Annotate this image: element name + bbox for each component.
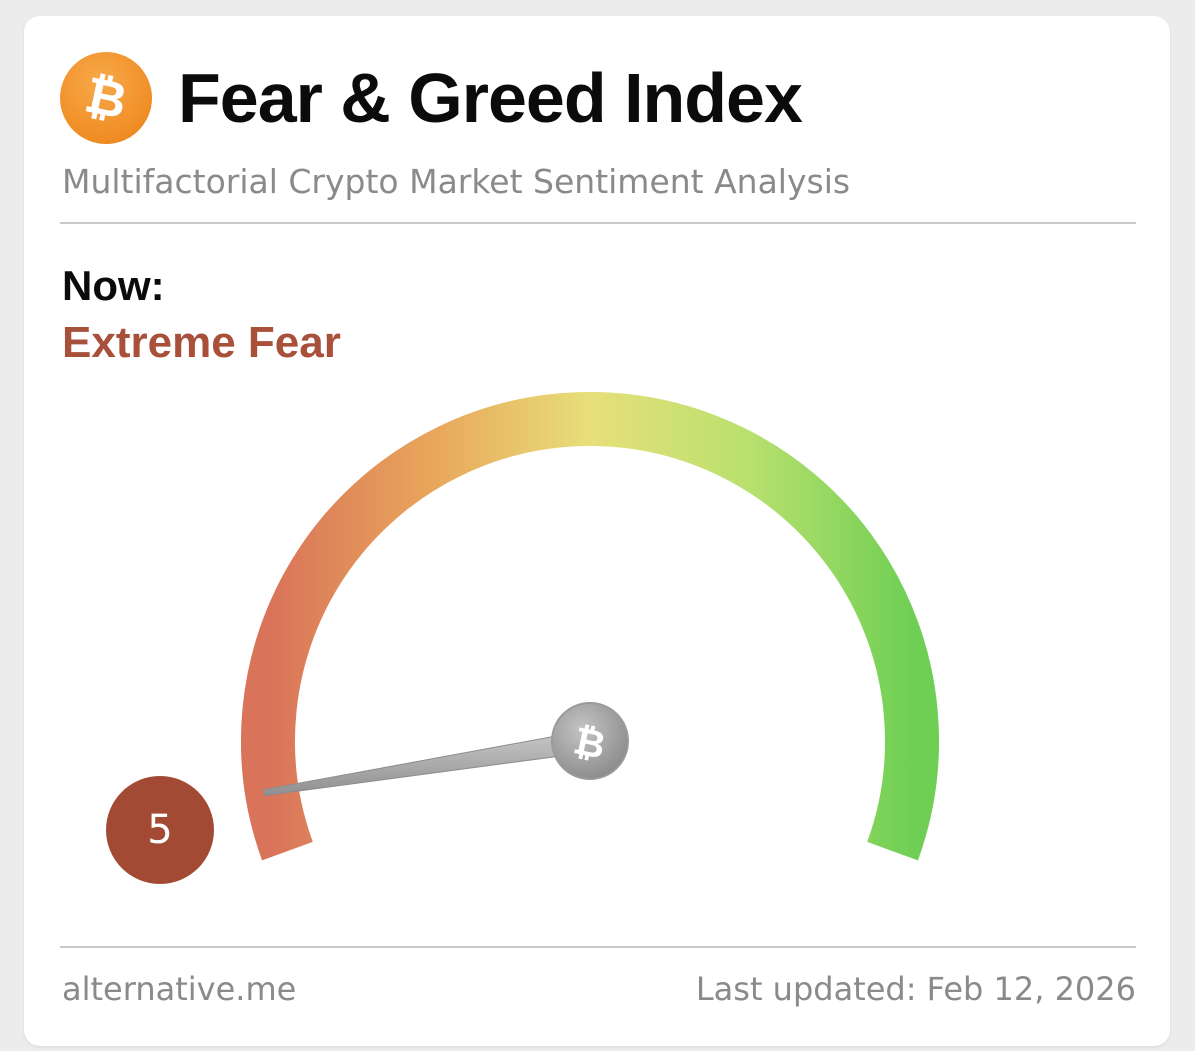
header: ₿ Fear & Greed Index [51, 43, 803, 153]
gauge-arc [241, 392, 939, 861]
gauge: ₿ [241, 392, 939, 861]
divider [60, 222, 1136, 224]
source-link[interactable]: alternative.me [62, 970, 297, 1008]
now-label: Now: [62, 262, 165, 309]
gauge-needle [263, 729, 593, 797]
value-badge: 5 [106, 776, 214, 884]
sentiment-label: Extreme Fear [62, 318, 341, 367]
divider [60, 946, 1136, 948]
needle-hub [551, 702, 629, 780]
page-title: Fear & Greed Index [178, 59, 803, 137]
last-updated: Last updated: Feb 12, 2026 [695, 970, 1136, 1008]
subtitle: Multifactorial Crypto Market Sentiment A… [62, 162, 851, 201]
fear-greed-card: ₿ Fear & Greed Index Multifactorial Cryp… [24, 16, 1170, 1046]
